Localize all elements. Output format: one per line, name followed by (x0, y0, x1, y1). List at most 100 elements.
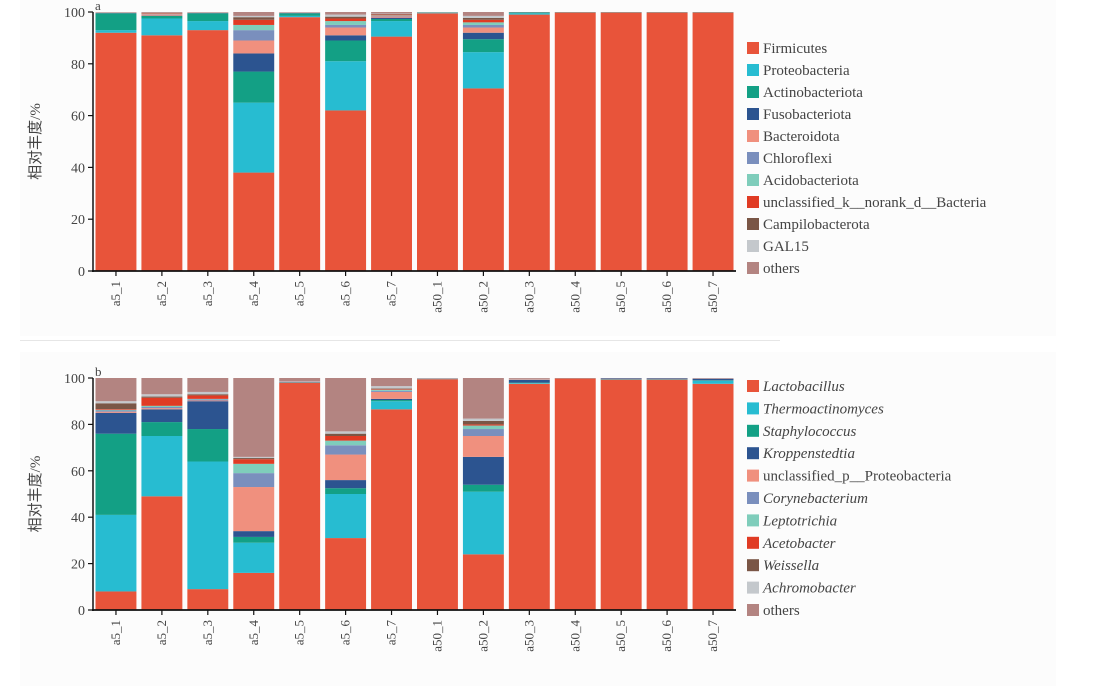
bar-segment-weissella (233, 458, 274, 459)
bar-segment-others (233, 378, 274, 457)
bar-stack-a50_5 (601, 12, 642, 271)
bars-group (96, 378, 734, 610)
bar-segment-staphylococcus (463, 485, 504, 492)
bar-segment-lactobacillus (233, 573, 274, 610)
bar-segment-unclassified-k-norank-d-bacteria (371, 15, 412, 16)
bar-segment-others (187, 378, 228, 392)
legend-item: Acidobacteriota (747, 173, 859, 189)
bar-segment-proteobacteria (325, 61, 366, 110)
x-tick-label: a5_1 (108, 620, 123, 645)
bar-segment-lactobacillus (647, 380, 688, 610)
legend-label: Leptotrichia (762, 513, 837, 529)
bar-segment-actinobacteriota (233, 72, 274, 103)
legend-item: others (747, 603, 800, 619)
legend-swatch (747, 108, 759, 120)
x-tick-label: a5_2 (154, 620, 169, 645)
bar-segment-thermoactinomyces (141, 436, 182, 496)
bar-segment-firmicutes (325, 110, 366, 271)
y-tick-label: 0 (78, 604, 85, 619)
legend-item: Kroppenstedtia (747, 446, 855, 462)
bar-segment-staphylococcus (325, 488, 366, 494)
legend-swatch (747, 218, 759, 230)
legend-item: Lactobacillus (747, 379, 845, 395)
bar-segment-firmicutes (647, 13, 688, 271)
bar-stack-a50_3 (509, 12, 550, 271)
legend-label: Acidobacteriota (763, 173, 859, 189)
bar-segment-lactobacillus (325, 538, 366, 610)
bar-segment-kroppenstedtia (647, 378, 688, 379)
bar-segment-staphylococcus (141, 422, 182, 436)
bar-segment-leptotrichia (96, 410, 137, 411)
x-tick-label: a50_7 (705, 620, 720, 652)
legend-item: Leptotrichia (747, 513, 837, 529)
bar-stack-a50_4 (555, 378, 596, 610)
bar-segment-unclassified-p-proteobacteria (463, 436, 504, 457)
bar-segment-chloroflexi (325, 25, 366, 28)
bar-segment-achromobacter (96, 401, 137, 403)
bar-segment-actinobacteriota (141, 16, 182, 19)
bar-segment-bacteroidota (463, 28, 504, 33)
bar-stack-a50_3 (509, 378, 550, 610)
bar-segment-firmicutes (417, 13, 458, 271)
bar-segment-bacteroidota (233, 40, 274, 53)
bar-segment-unclassified-k-norank-d-bacteria (325, 18, 366, 21)
bar-segment-thermoactinomyces (233, 543, 274, 573)
panel-label: a (95, 0, 101, 13)
bar-segment-fusobacteriota (325, 35, 366, 40)
bar-segment-corynebacterium (141, 407, 182, 408)
y-tick-label: 80 (71, 418, 85, 433)
x-tick-label: a50_7 (705, 281, 720, 313)
bar-segment-proteobacteria (187, 21, 228, 30)
legend-label: Campilobacterota (763, 217, 870, 233)
x-tick-label: a5_4 (246, 281, 261, 307)
bar-stack-a50_1 (417, 378, 458, 610)
legend-swatch (747, 196, 759, 208)
bar-segment-others (96, 378, 137, 401)
x-tick-label: a5_7 (384, 620, 399, 646)
bar-segment-corynebacterium (233, 473, 274, 487)
x-tick-label: a5_6 (338, 281, 353, 307)
legend-swatch (747, 447, 759, 459)
legend-label: others (763, 261, 800, 277)
bar-segment-corynebacterium (463, 429, 504, 436)
legend-label: Fusobacteriota (763, 107, 852, 123)
bar-segment-thermoactinomyces (187, 462, 228, 590)
bar-stack-a5_7 (371, 12, 412, 271)
legend-label: others (763, 603, 800, 619)
legend-label: Proteobacteria (763, 63, 850, 79)
bar-segment-campilobacterota (463, 18, 504, 20)
bar-segment-firmicutes (371, 37, 412, 271)
x-tick-label: a50_5 (613, 281, 628, 313)
bar-stack-a5_4 (233, 12, 274, 271)
legend-item: Firmicutes (747, 41, 827, 57)
bar-stack-a50_6 (647, 12, 688, 271)
x-tick-label: a50_4 (567, 281, 582, 313)
bar-segment-thermoactinomyces (371, 401, 412, 409)
legend-item: Achromobacter (747, 581, 856, 597)
bar-segment-others (509, 378, 550, 379)
bar-stack-a50_2 (463, 12, 504, 271)
legend-label: Kroppenstedtia (762, 446, 855, 462)
panel-divider (20, 340, 780, 341)
y-tick-label: 100 (64, 372, 85, 387)
bar-segment-weissella (463, 421, 504, 424)
legend-item: Weissella (747, 558, 819, 574)
legend-item: Thermoactinomyces (747, 401, 884, 417)
legend-label: Corynebacterium (763, 491, 868, 507)
bar-segment-others (279, 378, 320, 381)
legend-swatch (747, 470, 759, 482)
bar-stack-a5_6 (325, 378, 366, 610)
bar-segment-gal15 (371, 14, 412, 15)
bar-segment-actinobacteriota (325, 40, 366, 61)
bar-segment-proteobacteria (279, 16, 320, 17)
x-tick-label: a5_3 (200, 620, 215, 645)
bar-segment-unclassified-p-proteobacteria (96, 412, 137, 413)
bar-segment-achromobacter (325, 431, 366, 433)
legend-item: Proteobacteria (747, 63, 850, 79)
bar-segment-lactobacillus (693, 384, 734, 610)
bar-segment-staphylococcus (371, 400, 412, 401)
bar-stack-a5_2 (141, 378, 182, 610)
bar-segment-kroppenstedtia (371, 399, 412, 400)
